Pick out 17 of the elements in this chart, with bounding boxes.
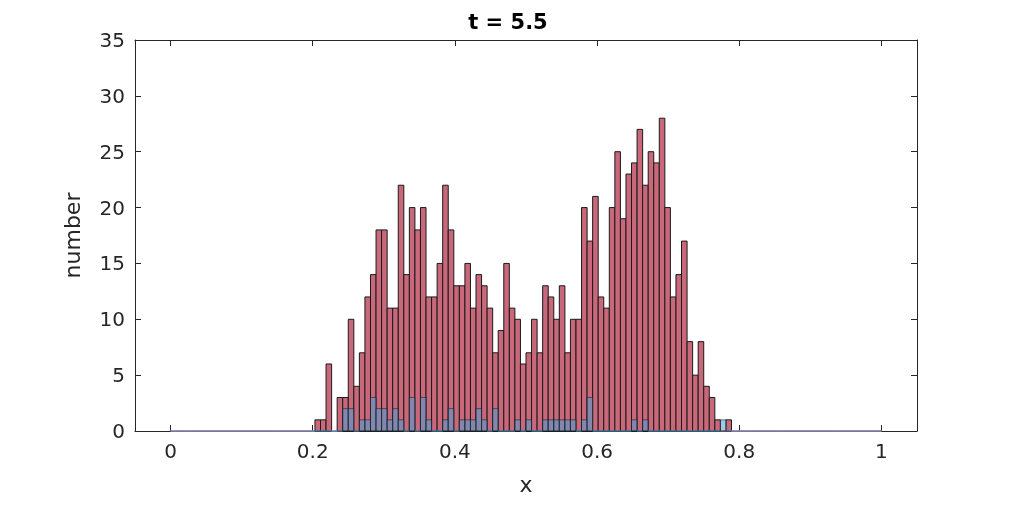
y-axis-title: number [59,191,85,279]
x-tick-label: 0 [164,439,177,463]
y-tick-label: 30 [99,83,125,108]
y-tick-label: 25 [99,139,125,164]
y-tick-label: 0 [112,419,125,443]
x-tick-label: 0.8 [723,439,756,463]
chart-title: t = 5.5 [468,9,548,34]
x-tick-label: 0.2 [296,439,329,463]
x-axis-title: x [519,471,533,497]
y-tick-label: 5 [112,363,125,388]
y-tick-label: 10 [99,307,125,332]
x-tick-label: 1 [875,439,888,463]
y-tick-label: 35 [99,28,125,52]
x-tick-label: 0.4 [439,439,471,463]
y-tick-label: 15 [99,251,125,276]
y-tick-label: 20 [99,195,125,220]
x-tick-label: 0.6 [581,439,613,463]
